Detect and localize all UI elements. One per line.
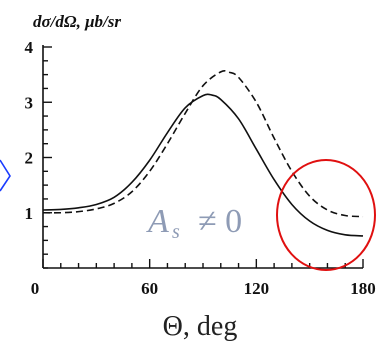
highlight-circle [276, 159, 376, 271]
annotation-as-not-zero: A s ≠ 0 [146, 203, 242, 243]
y-tick-label: 4 [25, 38, 34, 57]
annotation-main: A [146, 203, 169, 240]
y-tick-label: 1 [25, 204, 34, 223]
x-tick-label: 120 [244, 279, 270, 298]
solid-series-line [42, 93, 364, 237]
x-axis-label: Θ, deg [163, 311, 238, 342]
x-tick-label: 180 [350, 279, 376, 298]
dashed-series-line [42, 70, 364, 218]
y-axis-label: dσ/dΩ, μb/sr [33, 12, 121, 31]
annotation-sub: s [172, 221, 180, 243]
arrow-tip-shape [0, 159, 11, 192]
x-tick-label: 60 [141, 279, 158, 298]
y-tick-label: 2 [25, 149, 34, 168]
annotation-relation: ≠ 0 [198, 203, 242, 240]
x-tick-label: 0 [31, 279, 40, 298]
y-tick-label: 3 [25, 93, 34, 112]
